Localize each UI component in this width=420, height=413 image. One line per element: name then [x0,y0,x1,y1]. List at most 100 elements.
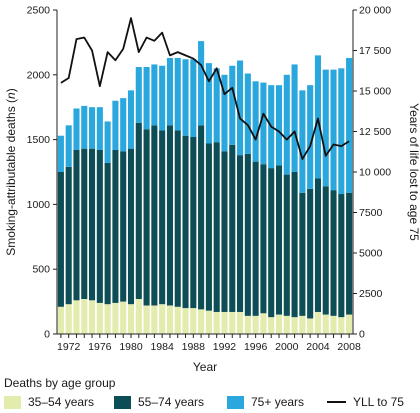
y2-tick-label-0: 0 [359,329,365,341]
bar-segment-35-54-1994 [237,311,244,334]
bar-segment-55-74-1988 [190,137,197,309]
bar-segment-75-plus-1999 [275,85,283,166]
bar-segment-55-74-2008 [346,192,353,315]
bar-segment-75-plus-1987 [182,59,189,136]
bar-segment-75-plus-1996 [252,81,259,162]
bar-segment-35-54-2004 [314,311,321,334]
bar-segment-35-54-1995 [244,315,251,334]
x-tick-label-1996: 1996 [244,341,268,353]
legend-swatch-55-74 [114,395,131,409]
bar-segment-55-74-2000 [283,174,290,316]
bar-segment-55-74-1993 [229,144,236,312]
bar-segment-75-plus-2001 [291,64,298,172]
bar-segment-35-54-1979 [120,301,127,334]
bar-segment-55-74-1989 [198,125,205,310]
legend-item-yll: YLL to 75 [327,395,404,409]
legend-swatch-75-plus [227,395,244,409]
bar-segment-35-54-1991 [213,311,220,334]
bar-segment-75-plus-1978 [112,100,119,150]
bar-segment-35-54-2005 [322,314,329,334]
bar-segment-35-54-1986 [174,306,181,334]
bar-segment-55-74-1995 [244,153,251,316]
bar-segment-35-54-2002 [299,315,306,334]
bar-segment-75-plus-1979 [120,98,127,152]
bar-segment-35-54-1984 [159,304,166,334]
bar-segment-75-plus-1990 [205,63,212,144]
x-tick-label-2004: 2004 [306,341,330,353]
bar-segment-75-plus-1995 [244,73,251,154]
bar-segment-55-74-1974 [81,148,88,300]
y-tick-label-2500: 2500 [27,5,51,17]
bar-segment-55-74-2004 [314,178,321,312]
y2-tick-label-5000: 5000 [359,248,383,260]
bar-segment-75-plus-1993 [229,65,236,145]
legend-label-35-54: 35–54 years [28,395,95,409]
bar-segment-75-plus-1974 [81,105,88,149]
bar-segment-75-plus-1988 [190,59,197,138]
bar-segment-75-plus-2002 [299,90,306,193]
bar-segment-75-plus-1997 [260,82,267,165]
bar-segment-35-54-2006 [330,315,337,334]
legend-row: 35–54 years 55–74 years 75+ years YLL to… [4,395,418,409]
x-tick-label-1992: 1992 [213,341,237,353]
bar-segment-35-54-1981 [135,299,142,334]
bar-segment-55-74-1998 [268,168,275,318]
bar-segment-75-plus-2005 [322,69,329,187]
bar-segment-55-74-1975 [89,148,96,301]
y-tick-label-500: 500 [32,264,50,276]
bar-segment-35-54-1996 [252,315,259,334]
bar-segment-75-plus-1980 [127,90,135,149]
bar-segment-35-54-1988 [190,308,197,334]
bar-segment-55-74-1983 [151,125,158,306]
bar-segment-75-plus-1992 [221,74,228,152]
bar-segment-35-54-1974 [81,299,88,334]
bar-segment-35-54-2003 [307,318,314,334]
x-tick-label-1980: 1980 [119,341,143,353]
bar-segment-55-74-1990 [205,143,212,311]
bar-segment-35-54-1998 [268,317,275,334]
bar-segment-35-54-1992 [221,311,228,334]
bar-segment-75-plus-1984 [159,65,166,131]
legend-label-75-plus: 75+ years [251,395,305,409]
bar-segment-55-74-1987 [182,135,189,309]
legend-line-yll [327,401,346,403]
bar-segment-55-74-1996 [252,161,259,316]
y-tick-label-1000: 1000 [27,199,51,211]
bar-segment-55-74-1981 [135,122,142,300]
legend-item-55-74: 55–74 years [114,395,227,409]
y2-tick-label-2500: 2500 [359,288,383,300]
y-tick-label-0: 0 [44,329,50,341]
bar-segment-35-54-2007 [338,317,345,334]
yll-line-layer [60,17,350,160]
bar-segment-75-plus-1989 [198,41,205,126]
bar-segment-55-74-2001 [291,172,298,318]
bar-segment-75-plus-1972 [65,125,72,167]
bar-segment-75-plus-1977 [104,121,111,163]
bar-segment-55-74-1976 [96,149,103,303]
legend-item-35-54: 35–54 years [4,395,114,409]
y2-axis-title: Years of life lost to age 75 [407,103,420,241]
bar-segment-35-54-1997 [260,313,267,334]
legend: Deaths by age group 35–54 years 55–74 ye… [4,376,418,409]
bar-segment-75-plus-1986 [174,57,181,131]
bar-segment-55-74-1973 [73,149,80,301]
y2-tick-label-7500: 7500 [359,207,383,219]
bar-segment-55-74-1982 [143,129,150,306]
bar-segment-75-plus-1983 [151,64,158,126]
bar-segment-75-plus-1991 [213,68,220,143]
bar-segment-35-54-1978 [112,302,119,334]
bar-segment-55-74-1979 [120,151,127,302]
legend-label-55-74: 55–74 years [138,395,205,409]
bar-segment-55-74-1980 [127,148,135,305]
legend-swatch-35-54 [4,395,21,409]
x-tick-label-1984: 1984 [150,341,174,353]
bar-segment-75-plus-1994 [237,60,244,156]
y2-tick-label-20000: 20 000 [359,5,391,17]
bar-segment-75-plus-1971 [57,135,64,172]
bar-segment-55-74-2007 [338,194,345,318]
bar-segment-75-plus-1982 [143,67,150,130]
bar-segment-75-plus-2006 [330,69,337,191]
bar-segment-55-74-2002 [299,192,306,316]
bar-segment-35-54-1999 [275,314,283,334]
bar-segment-35-54-1971 [57,306,64,334]
